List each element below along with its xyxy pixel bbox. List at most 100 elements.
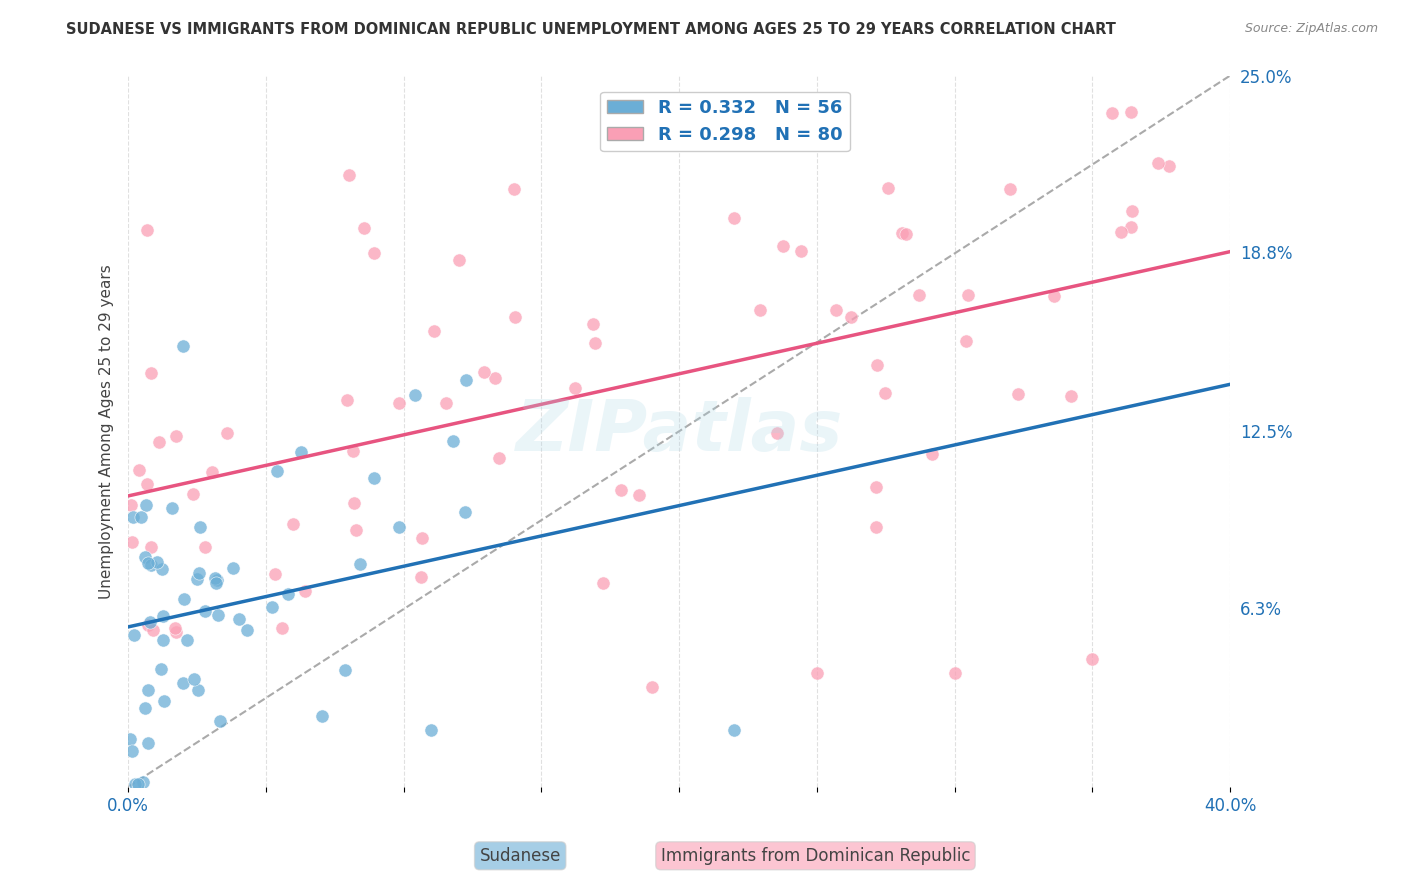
Point: [150, 662, 173, 676]
Point: [908, 288, 931, 302]
Point: [181, 486, 204, 500]
Point: [120, 498, 142, 512]
Point: [454, 374, 477, 388]
Point: [454, 505, 477, 519]
Point: [806, 666, 828, 681]
Text: Source: ZipAtlas.com: Source: ZipAtlas.com: [1244, 22, 1378, 36]
Point: [434, 396, 457, 410]
Point: [122, 628, 145, 642]
Point: [163, 621, 186, 635]
Point: [128, 463, 150, 477]
Point: [294, 584, 316, 599]
Point: [152, 609, 174, 624]
Point: [271, 621, 294, 635]
Point: [236, 623, 259, 637]
Point: [172, 676, 194, 690]
Point: [564, 381, 586, 395]
Point: [344, 523, 367, 537]
Text: SUDANESE VS IMMIGRANTS FROM DOMINICAN REPUBLIC UNEMPLOYMENT AMONG AGES 25 TO 29 : SUDANESE VS IMMIGRANTS FROM DOMINICAN RE…: [66, 22, 1115, 37]
Point: [1121, 204, 1143, 219]
Point: [1123, 12, 1146, 26]
Point: [404, 387, 426, 401]
Point: [349, 558, 371, 572]
Point: [1060, 389, 1083, 403]
Point: [1111, 225, 1133, 239]
Point: [765, 426, 787, 441]
Point: [839, 310, 862, 325]
Text: ZIPatlas: ZIPatlas: [516, 397, 844, 466]
Point: [135, 498, 157, 512]
Point: [173, 592, 195, 607]
Point: [290, 445, 312, 459]
Point: [165, 624, 187, 639]
Point: [337, 168, 360, 182]
Point: [134, 549, 156, 564]
Point: [207, 607, 229, 622]
Point: [582, 317, 605, 331]
Point: [627, 487, 650, 501]
Point: [222, 561, 245, 575]
Point: [641, 680, 664, 694]
Point: [124, 777, 146, 791]
Point: [790, 244, 813, 259]
Point: [152, 632, 174, 647]
Point: [134, 700, 156, 714]
Point: [136, 477, 159, 491]
Point: [150, 562, 173, 576]
Point: [205, 573, 228, 587]
Point: [186, 572, 208, 586]
Point: [503, 182, 526, 196]
Point: [957, 287, 980, 301]
Text: Immigrants from Dominican Republic: Immigrants from Dominican Republic: [661, 847, 970, 864]
Point: [205, 576, 228, 591]
Point: [1159, 159, 1181, 173]
Point: [138, 615, 160, 630]
Point: [187, 682, 209, 697]
Point: [277, 586, 299, 600]
Legend: R = 0.332   N = 56, R = 0.298   N = 80: R = 0.332 N = 56, R = 0.298 N = 80: [600, 92, 849, 151]
Point: [411, 531, 433, 545]
Point: [136, 683, 159, 698]
Point: [409, 570, 432, 584]
Point: [204, 571, 226, 585]
Point: [148, 434, 170, 449]
Point: [136, 556, 159, 570]
Point: [891, 226, 914, 240]
Point: [335, 663, 357, 677]
Point: [1081, 652, 1104, 666]
Point: [141, 540, 163, 554]
Point: [136, 617, 159, 632]
Point: [748, 302, 770, 317]
Point: [336, 393, 359, 408]
Point: [943, 666, 966, 681]
Point: [474, 365, 496, 379]
Point: [176, 632, 198, 647]
Point: [1119, 105, 1142, 120]
Point: [263, 567, 285, 582]
Point: [136, 736, 159, 750]
Point: [441, 434, 464, 449]
Point: [193, 604, 215, 618]
Point: [172, 339, 194, 353]
Point: [281, 517, 304, 532]
Point: [121, 509, 143, 524]
Y-axis label: Unemployment Among Ages 25 to 29 years: Unemployment Among Ages 25 to 29 years: [100, 264, 114, 599]
Point: [183, 673, 205, 687]
Point: [723, 211, 745, 225]
Point: [153, 694, 176, 708]
Point: [120, 732, 142, 747]
Point: [342, 444, 364, 458]
Point: [188, 566, 211, 581]
Text: Sudanese: Sudanese: [479, 847, 561, 864]
Point: [484, 371, 506, 385]
Point: [121, 535, 143, 549]
Point: [420, 723, 443, 737]
Point: [873, 386, 896, 401]
Point: [1043, 289, 1066, 303]
Point: [824, 302, 846, 317]
Point: [723, 723, 745, 737]
Point: [1119, 220, 1142, 235]
Point: [388, 519, 411, 533]
Point: [772, 239, 794, 253]
Point: [201, 465, 224, 479]
